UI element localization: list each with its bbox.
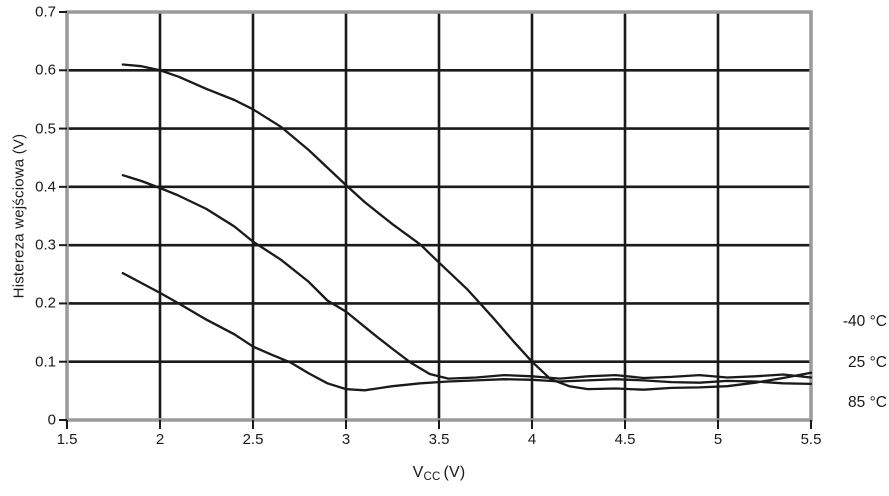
- y-axis-label: Histereza wejściowa (V): [10, 133, 28, 299]
- x-tick-label: 2: [155, 431, 165, 448]
- x-tick-label: 5: [713, 431, 723, 448]
- y-tick-label: 0.3: [35, 236, 56, 254]
- x-axis-label: VCC (V): [0, 464, 878, 483]
- y-tick-label: 0: [47, 411, 56, 429]
- x-tick-label: 4.5: [614, 431, 636, 448]
- x-tick-label: 5.5: [800, 431, 822, 448]
- x-tick-label: 4: [527, 431, 537, 448]
- x-axis-label-sub: CC: [423, 471, 441, 483]
- x-axis-label-base: V: [412, 464, 424, 481]
- series-curve-85: [121, 271, 813, 392]
- y-tick-label: 0.2: [35, 294, 56, 312]
- x-tick-label: 3: [341, 431, 351, 448]
- legend-item-25: 25 °C: [848, 354, 887, 371]
- y-tick-label: 0.1: [35, 353, 56, 371]
- legend-item-85: 85 °C: [848, 394, 887, 411]
- x-tick-label: 3.5: [428, 431, 450, 448]
- y-tick-label: 0.5: [35, 120, 56, 138]
- x-axis-label-unit: (V): [443, 464, 466, 481]
- x-tick-label: 2.5: [242, 431, 264, 448]
- y-tick-label: 0.4: [35, 178, 56, 196]
- legend-item-minus40: -40 °C: [842, 313, 887, 330]
- x-tick-label: 1.5: [56, 431, 78, 448]
- series-curve--40: [121, 63, 813, 391]
- y-tick-label: 0.6: [35, 61, 56, 79]
- y-tick-label: 0.7: [35, 3, 56, 21]
- legend: -40 °C 25 °C 85 °C: [807, 0, 887, 496]
- series-curve-25: [121, 174, 813, 380]
